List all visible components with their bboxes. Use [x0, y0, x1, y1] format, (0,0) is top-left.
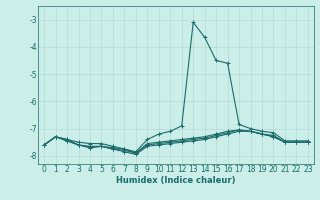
X-axis label: Humidex (Indice chaleur): Humidex (Indice chaleur): [116, 176, 236, 185]
